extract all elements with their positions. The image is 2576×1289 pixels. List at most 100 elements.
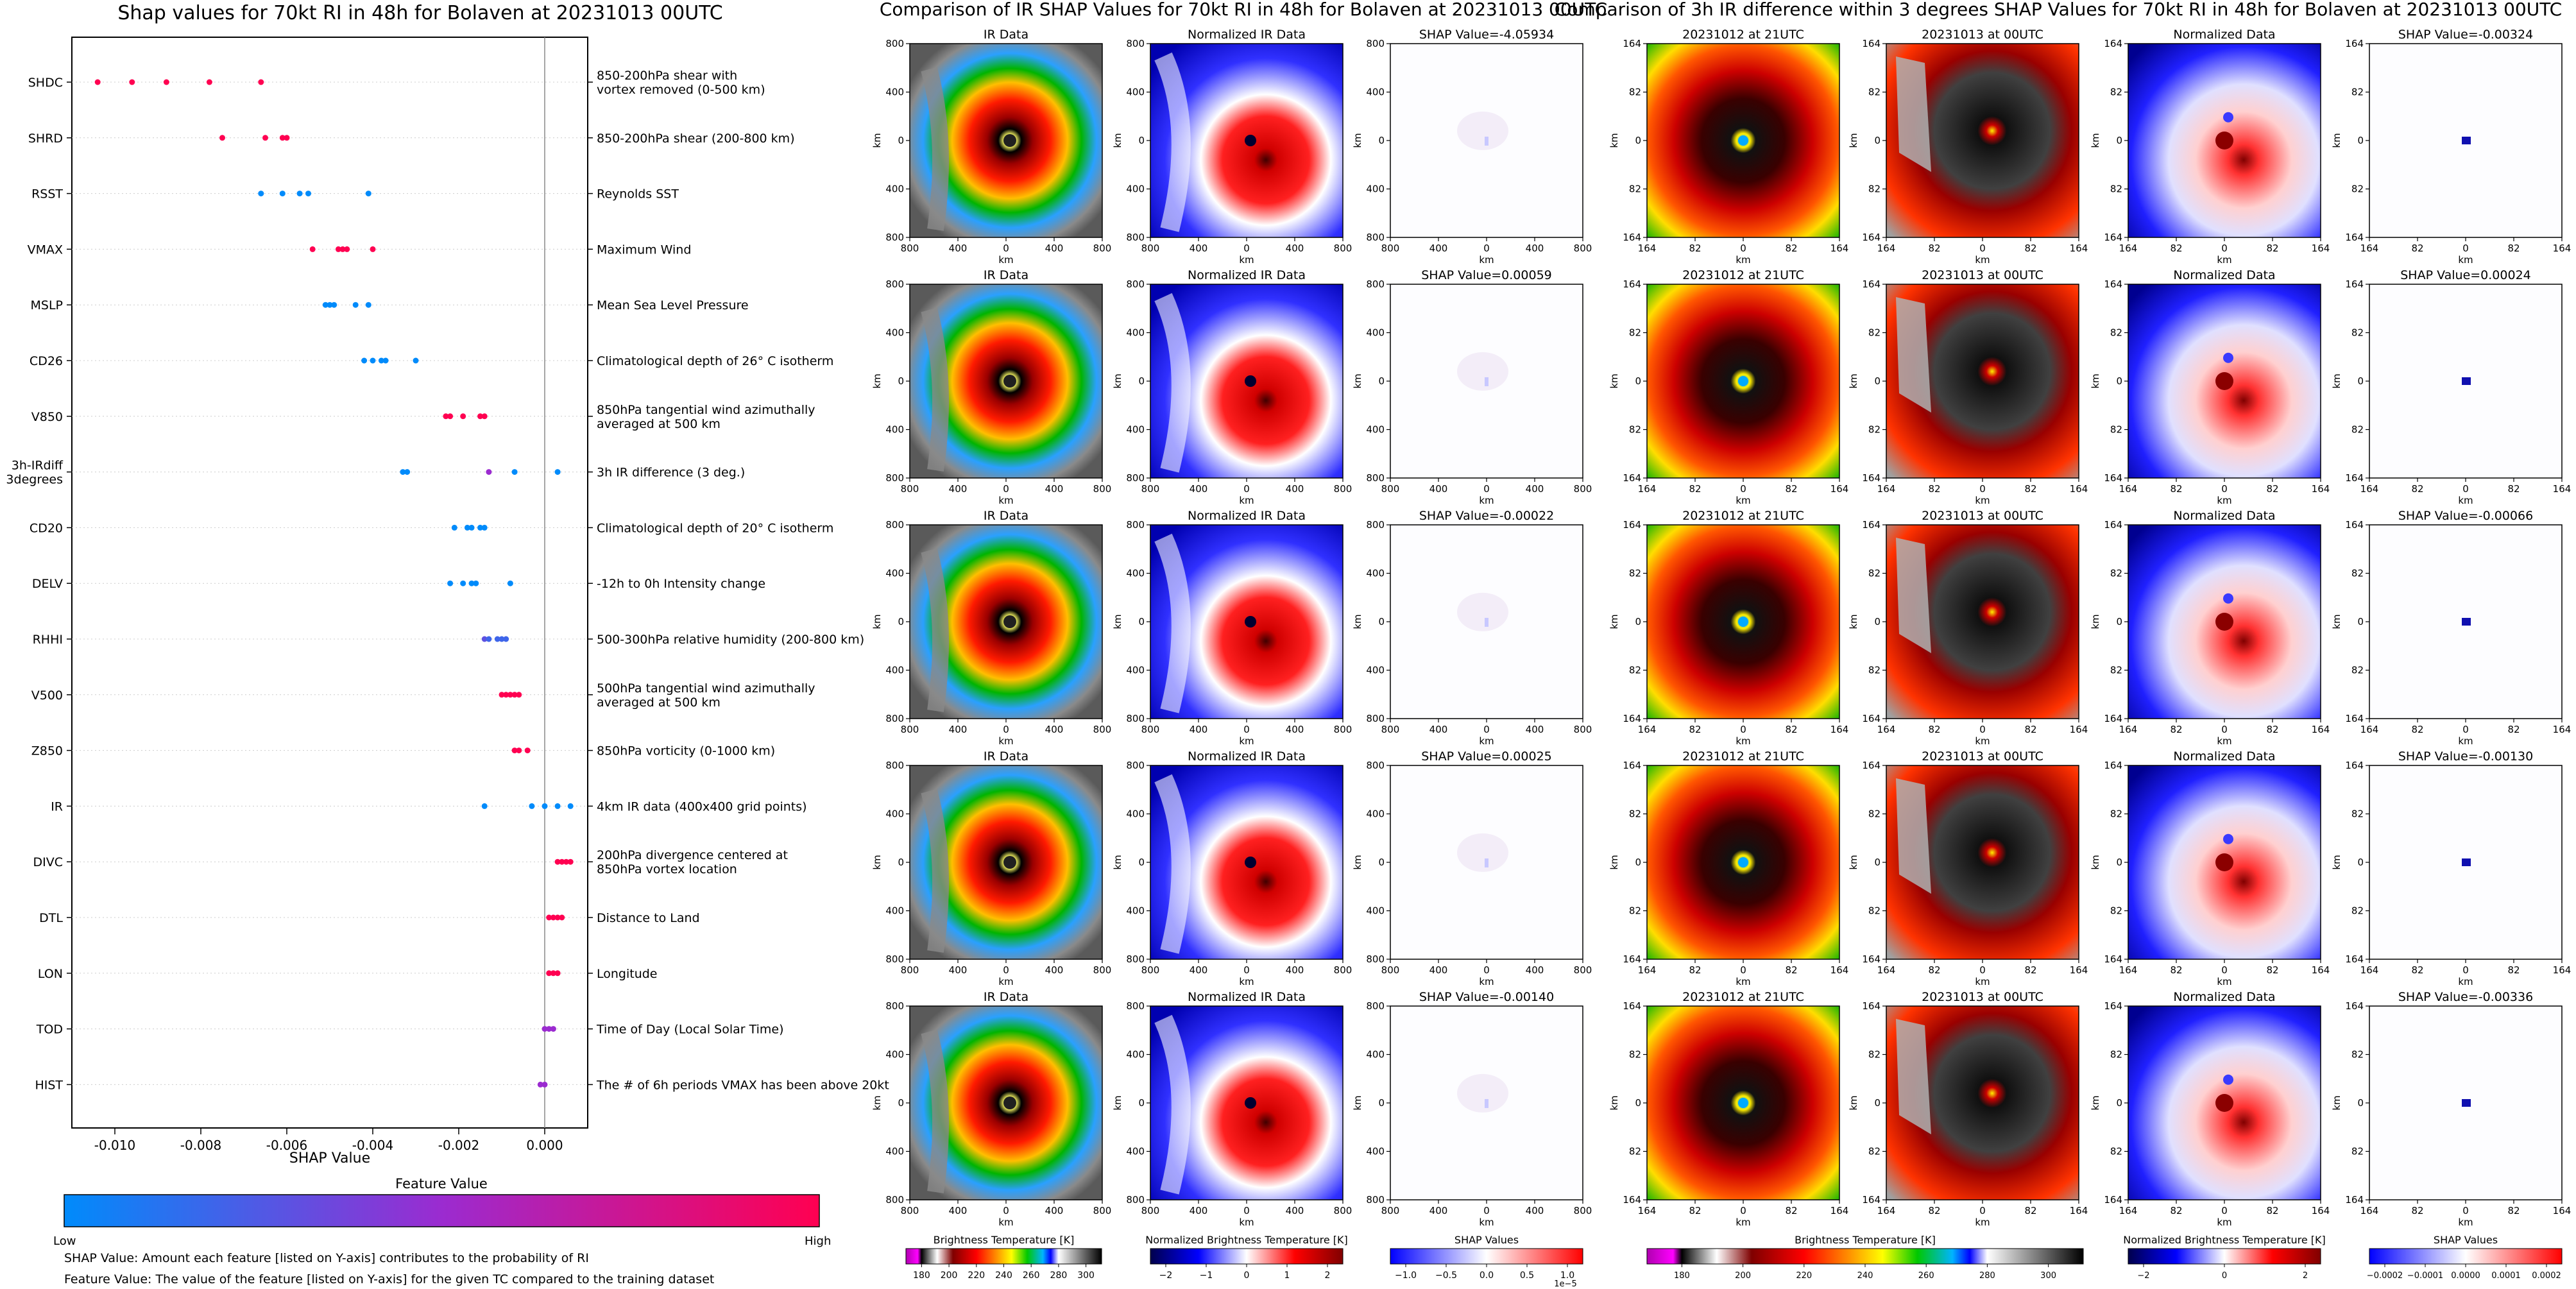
y-tick-label: 800 — [885, 232, 904, 243]
y-tick-label: 164 — [1623, 953, 1641, 965]
y-tick-label: 800 — [885, 472, 904, 484]
x-tick-label: 82 — [1689, 483, 1701, 495]
x-tick-label: 0 — [1740, 1205, 1746, 1216]
feature-code-line: 3h-IRdiff — [12, 459, 64, 473]
y-tick-label: 400 — [1126, 665, 1145, 676]
feature-desc-label: Climatological depth of 20° C isotherm — [597, 521, 833, 535]
y-tick-label: 164 — [2104, 760, 2122, 771]
normalized-ir-title: Normalized IR Data — [1188, 268, 1306, 282]
y-axis-label: km — [1608, 614, 1620, 629]
x-tick-label: 800 — [1381, 964, 1400, 976]
colorbar-tick-label: 1 — [1284, 1270, 1290, 1281]
ir-shap-blob — [1457, 352, 1508, 391]
colorbar-label: SHAP Values — [1454, 1234, 1519, 1246]
feature-code-label: RHHI — [33, 633, 63, 647]
irdiff-shap-center — [2462, 618, 2471, 626]
x-tick-label: 0 — [1243, 483, 1250, 495]
shap-point-v850 — [477, 413, 483, 420]
y-tick-label: 164 — [2104, 278, 2122, 290]
y-tick-label: 800 — [1126, 760, 1145, 771]
y-tick-label: 164 — [1862, 472, 1881, 484]
y-tick-label: 400 — [1126, 1146, 1145, 1157]
x-tick-label: 164 — [2553, 243, 2572, 254]
feature-code-line: SHDC — [28, 76, 63, 90]
colorbar-tick-label: 1.0 — [1560, 1270, 1574, 1281]
y-tick-label: 82 — [1629, 327, 1641, 339]
x-tick-label: 400 — [949, 483, 968, 495]
irdiff-normalized-eye — [2215, 613, 2233, 631]
x-axis-label: km — [2217, 735, 2231, 747]
shap-point-shrd — [284, 135, 290, 141]
irdiff-land-shape — [1896, 1019, 1931, 1134]
shap-point-z850 — [511, 747, 518, 754]
feature-desc-line: -12h to 0h Intensity change — [597, 577, 765, 591]
colorbar-tick-label: 180 — [913, 1270, 930, 1281]
colorbar-tick-label: −0.5 — [1435, 1270, 1457, 1281]
x-tick-label: 164 — [2360, 243, 2379, 254]
x-tick-label: 82 — [2411, 724, 2423, 735]
x-tick-label: 82 — [2411, 483, 2423, 495]
feature-desc-line: Mean Sea Level Pressure — [597, 298, 749, 312]
y-tick-label: 800 — [885, 38, 904, 49]
irdiff-col-title: 20231012 at 21UTC — [1682, 509, 1804, 523]
y-tick-label: 0 — [2357, 857, 2364, 868]
y-tick-label: 82 — [2351, 568, 2364, 579]
y-axis-label: km — [2331, 373, 2342, 388]
irdiff-normalized-spot — [2223, 352, 2233, 363]
y-tick-label: 400 — [1366, 1049, 1385, 1061]
x-tick-label: 0 — [1483, 724, 1490, 735]
y-tick-label: 800 — [885, 713, 904, 724]
normalized-ir-title: Normalized IR Data — [1188, 509, 1306, 523]
y-tick-label: 400 — [1126, 184, 1145, 195]
y-tick-label: 0 — [2116, 616, 2122, 627]
y-tick-label: 0 — [1635, 616, 1641, 627]
y-tick-label: 82 — [1868, 1049, 1881, 1061]
y-tick-label: 400 — [1126, 1049, 1145, 1061]
y-tick-label: 82 — [1868, 184, 1881, 195]
feature-desc-label: 200hPa divergence centered at 850hPa vort… — [597, 848, 788, 876]
feature-code-line: IR — [51, 799, 63, 814]
y-tick-label: 164 — [2104, 519, 2122, 531]
feature-code-line: TOD — [36, 1023, 63, 1037]
shap-point-dtl — [546, 914, 552, 921]
y-tick-label: 400 — [1366, 1146, 1385, 1157]
feature-code-label: SHRD — [28, 132, 63, 146]
x-axis-label: km — [998, 735, 1013, 747]
x-axis-label: km — [1736, 495, 1750, 506]
y-tick-label: 82 — [2110, 808, 2122, 820]
irdiff-normalized-eye — [2215, 132, 2233, 149]
colorbar-label: Brightness Temperature [K] — [934, 1234, 1075, 1246]
feature-desc-label: 3h IR difference (3 deg.) — [597, 466, 745, 480]
x-tick-label: 400 — [1045, 243, 1064, 254]
x-tick-label: 164 — [2553, 724, 2572, 735]
y-tick-label: 164 — [2104, 472, 2122, 484]
shap-point-tod — [542, 1026, 548, 1032]
y-tick-label: 0 — [2357, 616, 2364, 627]
x-tick-label: 0 — [2462, 964, 2469, 976]
y-tick-label: 82 — [2351, 424, 2364, 436]
feature-desc-label: -12h to 0h Intensity change — [597, 577, 765, 591]
colorbar-tick-label: 0.0000 — [2451, 1271, 2480, 1281]
feature-desc-label: 500hPa tangential wind azimuthally averag… — [597, 681, 815, 710]
x-tick-label: 82 — [1785, 964, 1797, 976]
feature-code-line: VMAX — [28, 243, 63, 257]
shap-point-delv — [473, 580, 479, 586]
x-tick-label: 800 — [1141, 1205, 1160, 1216]
x-tick-label: 82 — [1928, 964, 1940, 976]
shap-point-shrd — [262, 135, 268, 141]
shap-point-z850 — [516, 747, 522, 754]
y-tick-label: 82 — [1868, 327, 1881, 339]
feature-code-line: Z850 — [31, 744, 63, 758]
y-tick-label: 800 — [885, 519, 904, 531]
x-axis-label: km — [1736, 254, 1750, 266]
y-tick-label: 164 — [2345, 38, 2364, 49]
feature-desc-label: Time of Day (Local Solar Time) — [596, 1023, 784, 1037]
x-tick-label: 800 — [1093, 243, 1112, 254]
y-tick-label: 82 — [1868, 1146, 1881, 1157]
x-tick-label: 0 — [2221, 964, 2228, 976]
y-axis-label: km — [1608, 133, 1620, 148]
ir-shap-title: SHAP Value=0.00059 — [1421, 268, 1552, 282]
irdiff-col-title: 20231013 at 00UTC — [1922, 509, 2043, 523]
y-axis-label: km — [2331, 855, 2342, 869]
